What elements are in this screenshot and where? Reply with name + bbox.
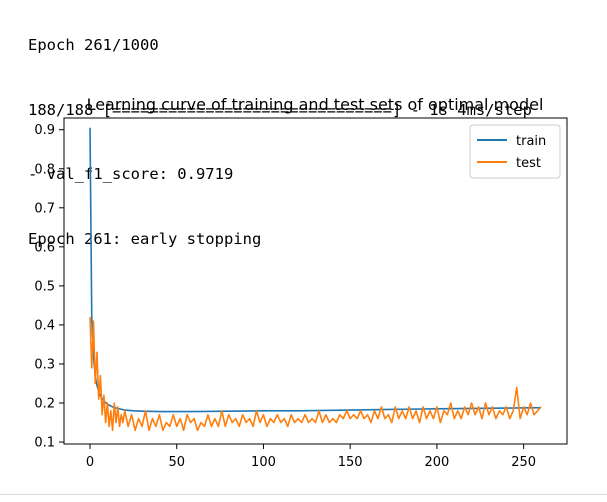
series-layer — [89, 127, 542, 432]
console-line-early-stopping: Epoch 261: early stopping — [28, 229, 262, 248]
y-tick-label: 0.5 — [34, 279, 55, 294]
x-tick-label: 150 — [338, 455, 363, 470]
y-tick-label: 0.3 — [34, 357, 55, 372]
learning-curve-chart: Learning curve of training and test sets… — [34, 95, 568, 470]
x-tick-label: 0 — [86, 455, 94, 470]
x-tick-label: 50 — [168, 455, 185, 470]
chart-title: Learning curve of training and test sets… — [87, 95, 544, 114]
divider — [0, 494, 607, 495]
x-tick-label: 200 — [424, 455, 449, 470]
console-line-epoch: Epoch 261/1000 — [28, 36, 159, 54]
series-line-test — [89, 317, 542, 432]
x-axis-ticks: 0 50 100 150 200 250 — [86, 444, 536, 470]
plot-frame — [63, 117, 568, 445]
console-output: Epoch 261/1000 188/188 [================… — [28, 0, 532, 272]
y-tick-label: 0.2 — [34, 397, 55, 412]
y-tick-label: 0.4 — [34, 318, 55, 333]
y-tick-label: 0.1 — [34, 436, 55, 451]
y-tick-label: 0.9 — [34, 123, 55, 138]
legend-train-label: train — [516, 134, 546, 149]
y-tick-label: 0.7 — [34, 201, 55, 216]
y-axis-ticks: 0.1 0.2 0.3 0.4 0.5 0.6 0.7 0.8 0.9 — [34, 123, 64, 451]
x-tick-label: 100 — [251, 455, 276, 470]
y-tick-label: 0.8 — [34, 162, 55, 177]
console-line-metric: - val_f1_score: 0.9719 — [28, 165, 234, 183]
x-tick-label: 250 — [511, 455, 536, 470]
console-line-progress: 188/188 [==============================]… — [28, 100, 532, 119]
series-line-train — [89, 127, 541, 413]
legend-box — [469, 124, 561, 179]
legend-test-label: test — [516, 156, 541, 171]
y-tick-label: 0.6 — [34, 240, 55, 255]
legend: train test — [469, 124, 561, 179]
